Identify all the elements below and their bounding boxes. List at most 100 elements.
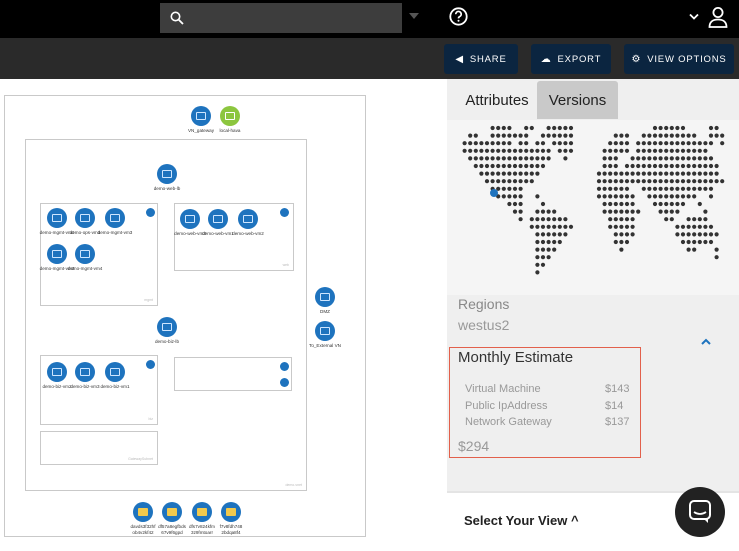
map-dot	[512, 148, 518, 153]
map-dot	[524, 125, 529, 131]
local-hava-node[interactable]	[220, 106, 240, 126]
map-dot	[686, 194, 691, 199]
map-dot	[512, 163, 518, 169]
user-icon[interactable]	[708, 6, 728, 28]
map-dot	[535, 148, 540, 153]
chevron-up-icon[interactable]	[701, 338, 711, 345]
map-dot	[613, 163, 618, 169]
map-dot	[624, 194, 630, 199]
map-dot	[664, 163, 669, 169]
map-dot	[484, 156, 490, 161]
map-dot	[608, 224, 613, 229]
map-dot	[708, 125, 714, 131]
map-dot	[501, 156, 506, 161]
map-dot	[658, 163, 663, 169]
disk-node[interactable]	[221, 502, 241, 522]
map-dot	[664, 125, 669, 131]
share-button[interactable]: ◀ SHARE	[444, 44, 518, 74]
biz-vm-node[interactable]	[47, 362, 67, 382]
map-dot	[624, 217, 630, 222]
biz-vm-node[interactable]	[105, 362, 125, 382]
vn-gateway-node[interactable]	[191, 106, 211, 126]
mgmt-vm-node[interactable]	[47, 208, 67, 228]
data-subnet[interactable]	[174, 357, 292, 391]
mgmt-vm-node[interactable]	[47, 244, 67, 264]
search-input[interactable]	[160, 3, 402, 33]
chat-button[interactable]	[675, 487, 725, 537]
map-dot	[524, 133, 529, 138]
map-dot	[624, 171, 630, 176]
map-dot	[602, 179, 607, 184]
ops-vm-node[interactable]	[75, 208, 95, 228]
map-dot	[568, 141, 574, 146]
web-vm-node[interactable]	[180, 209, 200, 229]
map-dot	[619, 148, 624, 153]
map-dot	[664, 148, 669, 153]
select-view-label: Select Your View ^	[464, 513, 579, 528]
map-dot	[529, 163, 534, 169]
map-dot	[608, 148, 613, 153]
map-dot	[540, 255, 546, 260]
map-dot	[708, 163, 714, 169]
web-vm-node[interactable]	[238, 209, 258, 229]
tab-versions[interactable]: Versions	[537, 81, 618, 119]
map-dot	[613, 224, 618, 229]
view-options-button[interactable]: ⚙ VIEW OPTIONS	[624, 44, 734, 74]
map-dot	[708, 194, 714, 199]
map-dot	[664, 171, 669, 176]
map-dot	[501, 141, 506, 146]
search-icon	[170, 11, 184, 25]
diagram-board: VN_gateway local-hava demo-vnet demo-web…	[4, 95, 366, 537]
map-dot	[692, 148, 697, 153]
export-button[interactable]: ☁ EXPORT	[531, 44, 611, 74]
mgmt-vm-label: demo-mgmt-vm2	[39, 266, 75, 271]
chevron-down-icon[interactable]	[689, 13, 699, 21]
map-dot	[692, 171, 697, 176]
map-dot	[479, 148, 484, 153]
map-dot	[686, 239, 691, 245]
map-dot	[546, 224, 551, 229]
biz-vm-node[interactable]	[75, 362, 95, 382]
external-vn-label: To_External VN	[309, 343, 341, 348]
map-dot	[658, 179, 663, 184]
estimate-row-label: Virtual Machine	[465, 383, 541, 395]
map-dot	[518, 163, 523, 169]
map-dot	[630, 163, 635, 169]
disk-node[interactable]	[133, 502, 153, 522]
external-vn-node[interactable]	[315, 321, 335, 341]
map-dot	[540, 156, 546, 161]
map-dot	[596, 179, 602, 184]
map-dot	[608, 186, 613, 191]
web-lb-node[interactable]	[157, 164, 177, 184]
search-dropdown-icon[interactable]	[409, 13, 419, 19]
help-icon[interactable]	[449, 7, 468, 26]
biz-lb-node[interactable]	[157, 317, 177, 337]
map-dot	[619, 209, 624, 214]
dmz-node[interactable]	[315, 287, 335, 307]
map-dot	[680, 224, 686, 229]
map-dot	[479, 141, 484, 146]
map-dot	[669, 125, 674, 131]
web-vm-node[interactable]	[208, 209, 228, 229]
map-dot	[652, 125, 658, 131]
map-dot	[675, 171, 680, 176]
region-map	[447, 120, 739, 295]
map-dot	[624, 239, 630, 245]
map-dot	[658, 186, 663, 191]
mgmt-vm-node[interactable]	[105, 208, 125, 228]
map-dot	[692, 217, 697, 222]
disk-node[interactable]	[192, 502, 212, 522]
map-dot	[680, 141, 686, 146]
gateway-subnet[interactable]: GatewaySubnet	[40, 431, 158, 465]
diagram-canvas[interactable]: VN_gateway local-hava demo-vnet demo-web…	[0, 79, 447, 551]
disk-node[interactable]	[162, 502, 182, 522]
mgmt-vm-node[interactable]	[75, 244, 95, 264]
map-dot	[697, 141, 702, 146]
map-dot	[535, 156, 540, 161]
map-dot	[507, 201, 512, 207]
tab-attributes[interactable]: Attributes	[465, 91, 529, 109]
web-subnet[interactable]: web	[174, 203, 294, 271]
map-dot	[686, 133, 691, 138]
map-dot	[602, 163, 607, 169]
map-dot	[563, 224, 568, 229]
